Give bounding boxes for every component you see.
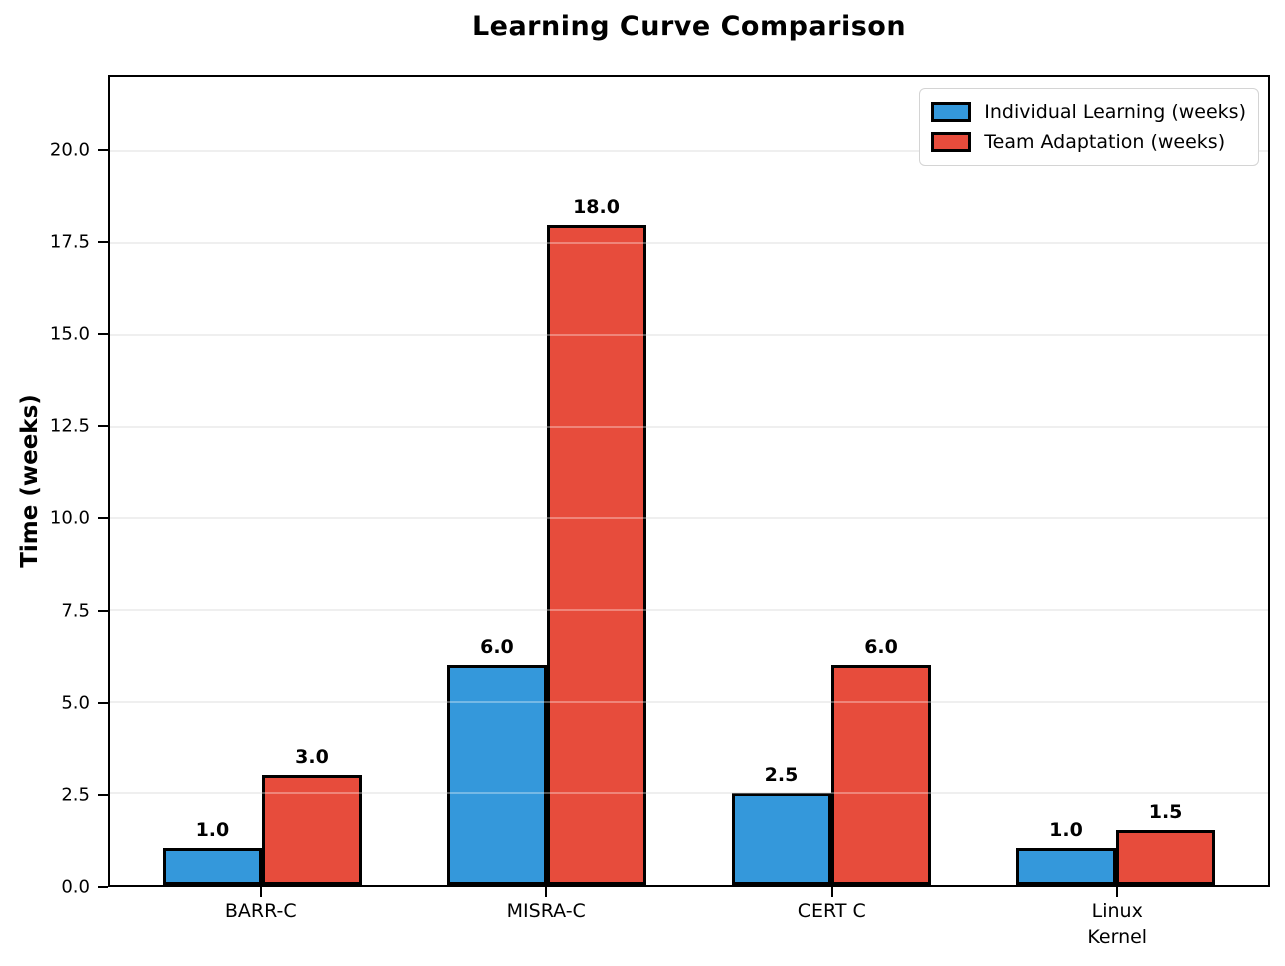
y-tick-label: 12.5 <box>49 415 90 437</box>
gridline-y-7.5 <box>110 608 1268 611</box>
gridline-front-y-20 <box>110 150 1268 153</box>
legend-label-team-adaptation: Team Adaptation (weeks) <box>984 131 1226 153</box>
chart-title: Learning Curve Comparison <box>471 11 907 42</box>
bar-series1-cert c <box>831 664 931 885</box>
bar-series1-misra-c <box>546 224 647 885</box>
plot-canvas: 1.0 3.0 6.0 18.0 2.5 6.0 1.0 1.5 <box>110 77 1268 885</box>
gridline-front-y-15 <box>110 333 1268 336</box>
bar-series1-linux <box>1115 829 1216 885</box>
legend-label-individual-learning: Individual Learning (weeks) <box>984 101 1246 123</box>
y-tick-label: 17.5 <box>49 231 90 253</box>
bar-series0-barr-c <box>162 848 263 885</box>
bar-value-label: 18.0 <box>573 195 620 218</box>
gridline-front-y-10 <box>110 517 1268 520</box>
bar-value-label: 6.0 <box>480 635 514 658</box>
y-tick-mark <box>98 886 108 888</box>
bar-value-label: 2.5 <box>764 764 799 787</box>
y-tick-label: 2.5 <box>61 784 90 806</box>
x-tick-mark <box>259 887 262 897</box>
y-tick-label: 20.0 <box>49 139 90 161</box>
x-tick-mark <box>545 887 548 897</box>
y-tick-mark <box>98 609 108 612</box>
gridline-y-17.5 <box>110 242 1268 245</box>
y-tick-label: 5.0 <box>61 692 90 714</box>
legend-item-team-adaptation: Team Adaptation (weeks) <box>931 127 1246 157</box>
legend-item-individual-learning: Individual Learning (weeks) <box>931 97 1246 127</box>
y-tick-mark <box>98 517 108 520</box>
bar-series0-cert c <box>731 793 832 885</box>
y-tick-mark <box>98 333 108 336</box>
gridline-front-y-17.5 <box>110 242 1268 245</box>
gridline-y-15 <box>110 333 1268 336</box>
gridline-y-2.5 <box>110 792 1268 795</box>
x-tick-mark <box>1116 887 1119 897</box>
bar-series1-barr-c <box>262 774 362 885</box>
x-tick-label: MISRA-C <box>506 900 586 922</box>
bar-value-label: 6.0 <box>864 635 898 658</box>
y-tick-mark <box>98 701 108 704</box>
bar-series0-linux <box>1016 848 1116 885</box>
gridline-front-y-2.5 <box>110 792 1268 795</box>
bar-value-label: 3.0 <box>295 745 329 768</box>
y-tick-label: 0.0 <box>61 876 90 898</box>
x-tick-mark <box>830 887 833 897</box>
legend-swatch-team-adaptation-icon <box>931 132 972 152</box>
plot-area: 1.0 3.0 6.0 18.0 2.5 6.0 1.0 1.5 Individual Lea… <box>108 75 1270 887</box>
gridline-y-12.5 <box>110 425 1268 428</box>
y-tick-mark <box>98 148 108 151</box>
gridline-front-y-12.5 <box>110 425 1268 428</box>
x-tick-label: Linux Kernel <box>1087 900 1148 948</box>
y-tick-mark <box>98 425 108 428</box>
gridline-front-y-7.5 <box>110 608 1268 611</box>
bar-series0-misra-c <box>447 664 547 885</box>
y-tick-mark <box>98 240 108 243</box>
legend-swatch-individual-learning-icon <box>931 102 972 122</box>
bar-value-label: 1.5 <box>1148 800 1183 823</box>
gridline-y-5 <box>110 700 1268 703</box>
legend: Individual Learning (weeks) Team Adaptat… <box>919 88 1259 166</box>
y-tick-label: 15.0 <box>49 323 90 345</box>
y-tick-label: 7.5 <box>61 600 90 622</box>
bar-value-label: 1.0 <box>195 819 230 842</box>
gridline-front-y-5 <box>110 700 1268 703</box>
x-tick-label: BARR-C <box>224 900 297 922</box>
bar-value-label: 1.0 <box>1049 819 1083 842</box>
x-tick-label: CERT C <box>797 900 866 922</box>
gridline-y-20 <box>110 150 1268 153</box>
y-tick-label: 10.0 <box>49 507 90 529</box>
y-tick-mark <box>98 793 108 796</box>
gridline-y-10 <box>110 517 1268 520</box>
